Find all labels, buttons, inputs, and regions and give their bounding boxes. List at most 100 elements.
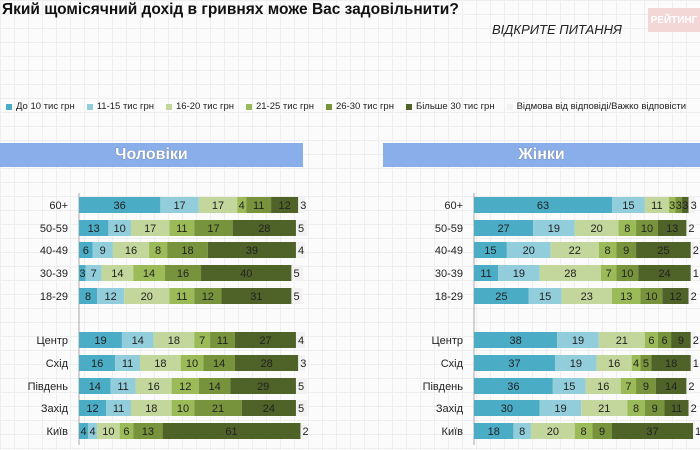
legend: До 10 тис грн 11-15 тис грн 16-20 тис грн 2… (6, 101, 698, 112)
data-label: 18 (665, 358, 677, 370)
data-label: 2 (302, 426, 308, 438)
category-label: Південь (28, 381, 69, 393)
bar-segment (133, 265, 165, 281)
data-label: 11 (117, 381, 128, 393)
data-label: 21 (212, 403, 224, 415)
data-label: 1 (695, 426, 700, 438)
bar-segment (194, 288, 222, 304)
bar-segment (636, 242, 691, 258)
data-label: 14 (89, 381, 101, 393)
legend-swatch (506, 103, 513, 110)
bar-segment (232, 220, 296, 236)
data-label: 4 (633, 358, 639, 370)
data-label: 5 (298, 381, 304, 393)
data-label: 3 (300, 200, 306, 212)
bar-segment (693, 423, 696, 439)
bar-segment (241, 400, 296, 416)
bar-segment (618, 220, 637, 236)
bar-segment (130, 400, 172, 416)
data-label: 18 (488, 426, 500, 438)
bar-segment (171, 378, 199, 394)
bar-segment (474, 355, 556, 371)
data-label: 9 (678, 335, 684, 347)
data-label: 9 (652, 403, 658, 415)
data-label: 3 (300, 358, 306, 370)
data-label: 14 (143, 268, 155, 280)
bar-segment (668, 197, 676, 213)
data-label: 2 (693, 245, 699, 257)
data-label: 1 (693, 268, 699, 280)
bar-segment (474, 242, 507, 258)
data-label: 11 (217, 335, 228, 347)
data-label: 7 (625, 381, 631, 393)
bar-segment (598, 332, 645, 348)
bar-segment (611, 197, 645, 213)
bar-segment (688, 197, 696, 213)
bar-segment (474, 332, 558, 348)
data-label: 25 (657, 245, 669, 257)
data-label: 11 (480, 268, 491, 280)
bar-segment (101, 265, 134, 281)
bar-segment (92, 242, 113, 258)
bar-segment (598, 242, 617, 258)
data-label: 3 (691, 200, 697, 212)
data-label: 28 (564, 268, 576, 280)
data-label: 36 (114, 200, 126, 212)
data-label: 16 (147, 381, 159, 393)
category-label: Схід (441, 358, 464, 370)
data-label: 30 (501, 403, 513, 415)
bar-segment (474, 423, 514, 439)
bar-segment (601, 265, 617, 281)
bar-segment (533, 220, 575, 236)
bar-segment (474, 197, 612, 213)
bar-segment (498, 265, 540, 281)
bar-segment (539, 400, 582, 416)
bar-segment (557, 332, 599, 348)
data-label: 10 (186, 358, 198, 370)
bar-segment (167, 242, 208, 258)
legend-label: Відмова від відповіді/Важко відповісти (516, 101, 687, 112)
bar-segment (169, 288, 195, 304)
bar-segment (644, 400, 665, 416)
bar-segment (690, 355, 693, 371)
bar-segment (295, 332, 305, 348)
bar-segment (651, 355, 691, 371)
data-label: 10 (621, 268, 633, 280)
bar-segment (474, 288, 529, 304)
data-label: 20 (547, 426, 559, 438)
bar-segment (79, 197, 161, 213)
bar-segment (135, 378, 172, 394)
data-label: 20 (141, 291, 153, 303)
legend-item: 26-30 тис грн (325, 101, 394, 112)
bar-segment (85, 265, 102, 281)
data-label: 8 (624, 223, 630, 235)
bar-segment (79, 332, 122, 348)
bar-segment (194, 220, 233, 236)
data-label: 12 (86, 403, 98, 415)
data-label: 13 (666, 223, 678, 235)
data-label: 61 (225, 426, 237, 438)
legend-item: 21-25 тис грн (245, 101, 314, 112)
bar-segment (662, 288, 689, 304)
bar-segment (298, 355, 305, 371)
bar-segment (97, 288, 125, 304)
bar-segment (474, 378, 553, 394)
data-label: 14 (213, 358, 225, 370)
data-label: 39 (246, 245, 258, 257)
data-label: 3 (676, 200, 682, 212)
bar-segment (149, 242, 168, 258)
data-label: 19 (513, 268, 525, 280)
bar-segment (657, 220, 687, 236)
data-label: 2 (691, 403, 697, 415)
bar-segment (271, 197, 299, 213)
legend-item: 16-20 тис грн (166, 101, 234, 112)
data-label: 16 (125, 245, 137, 257)
data-label: 5 (298, 403, 304, 415)
data-label: 25 (495, 291, 507, 303)
data-label: 10 (177, 403, 189, 415)
bar-segment (221, 288, 292, 304)
data-label: 3 (669, 200, 675, 212)
bar-segment (194, 332, 211, 348)
data-label: 15 (563, 381, 575, 393)
bar-segment (203, 355, 235, 371)
